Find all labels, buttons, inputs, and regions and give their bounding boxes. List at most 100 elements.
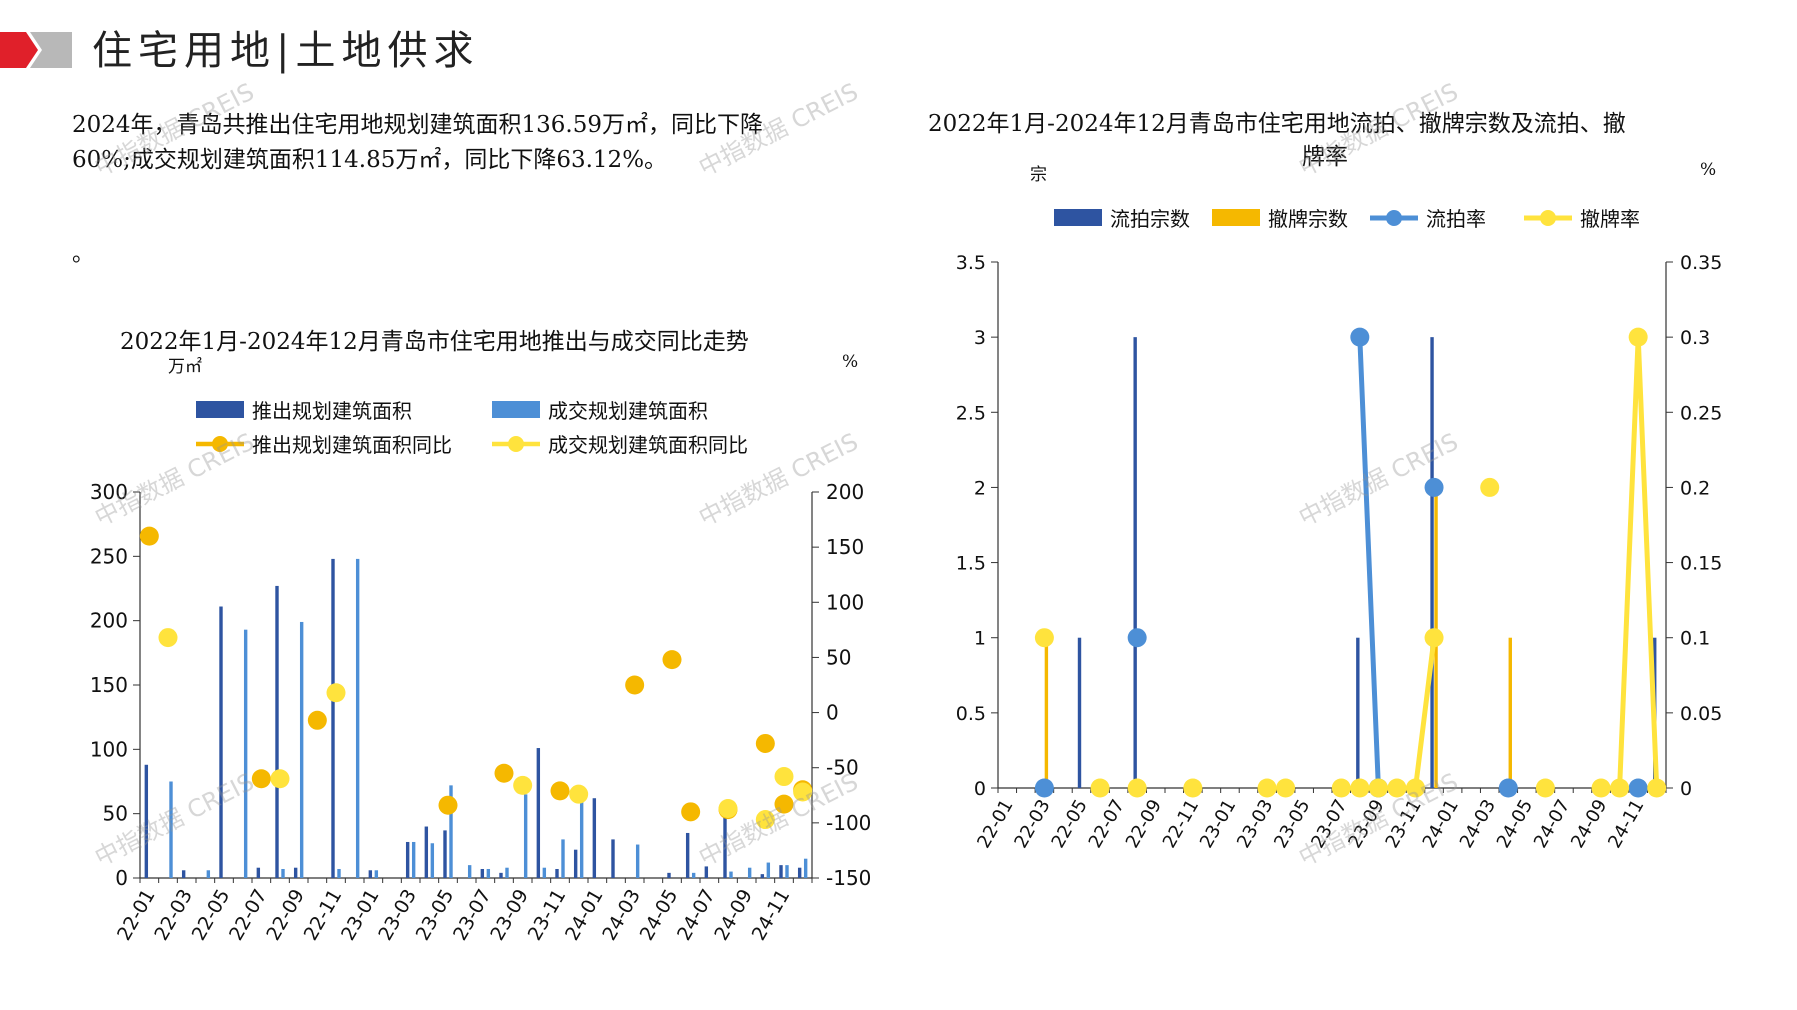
- bar: [368, 870, 373, 878]
- x-tick-label: 24-09: [1567, 796, 1611, 852]
- y-tick-label: 100: [90, 737, 128, 761]
- data-point: [774, 767, 794, 787]
- legend-label: 成交规划建筑面积同比: [548, 433, 748, 457]
- data-point: [1276, 778, 1296, 798]
- data-point: [550, 781, 570, 801]
- y-tick-label: 0: [974, 778, 986, 800]
- x-tick-label: 23-03: [1233, 796, 1277, 852]
- y-tick-label: 250: [90, 544, 128, 568]
- x-tick-label: 23-11: [1381, 796, 1425, 852]
- x-tick-label: 22-03: [1010, 796, 1054, 852]
- left-chart-right-unit: %: [842, 352, 859, 372]
- x-tick-label: 24-11: [748, 886, 795, 945]
- data-point: [755, 733, 775, 753]
- bar: [405, 841, 410, 878]
- bar: [293, 867, 298, 878]
- left-chart-title: 2022年1月-2024年12月青岛市住宅用地推出与成交同比走势: [120, 329, 749, 355]
- bar: [797, 867, 802, 878]
- bar: [561, 839, 565, 878]
- bar: [704, 866, 709, 878]
- data-point: [326, 683, 346, 703]
- data-point: [139, 526, 159, 546]
- y-tick-label: 50: [103, 802, 128, 826]
- data-point: [513, 775, 533, 795]
- y2-tick-label: 50: [826, 645, 851, 669]
- y2-tick-label: 0.05: [1680, 703, 1722, 725]
- data-point: [307, 710, 327, 730]
- bar: [424, 826, 429, 878]
- y-tick-label: 3.5: [956, 252, 986, 274]
- data-point: [569, 784, 589, 804]
- data-point: [1406, 778, 1425, 798]
- data-point: [755, 810, 775, 830]
- y2-tick-label: 0: [826, 701, 839, 725]
- bar: [449, 785, 453, 878]
- legend-swatch: [212, 436, 228, 452]
- bar: [635, 844, 640, 878]
- bar: [1077, 637, 1082, 788]
- x-tick-label: 22-09: [1122, 796, 1166, 852]
- summary-line: 2024年，青岛共推出住宅用地规划建筑面积136.59万㎡，同比下降: [72, 112, 764, 138]
- y-tick-label: 2.5: [956, 402, 986, 424]
- bar: [779, 865, 783, 878]
- data-point: [251, 769, 271, 789]
- y2-tick-label: 0.35: [1680, 252, 1722, 274]
- bar: [337, 868, 341, 878]
- bar: [256, 867, 261, 878]
- data-point: [1090, 778, 1110, 798]
- bar: [542, 867, 547, 878]
- x-tick-label: 22-07: [1085, 796, 1129, 852]
- bar: [430, 843, 435, 878]
- data-point: [1034, 778, 1054, 798]
- bar: [592, 798, 597, 878]
- bar: [1430, 337, 1434, 788]
- left-chart: 0 50 100 150 200 250 300 -150 -100 -50 0 50 100 150 20…: [90, 399, 872, 945]
- data-point: [718, 799, 738, 819]
- bar: [667, 872, 671, 878]
- bar: [374, 870, 379, 878]
- logo-red-shape: [0, 32, 38, 68]
- data-point: [1183, 778, 1203, 798]
- y-tick-label: 1: [974, 628, 986, 650]
- left-chart-left-unit: 万㎡: [168, 357, 202, 377]
- x-tick-label: 24-01: [1419, 796, 1463, 852]
- bar: [729, 871, 733, 878]
- bar: [1356, 637, 1360, 788]
- data-point: [1628, 778, 1648, 798]
- data-point: [1424, 628, 1444, 648]
- series-line: [1357, 334, 1381, 791]
- y2-tick-label: 0.2: [1680, 477, 1710, 499]
- data-point: [1610, 778, 1630, 798]
- y2-tick-label: 0.15: [1680, 553, 1722, 575]
- bar: [579, 798, 584, 878]
- bar: [144, 764, 149, 878]
- data-point: [1424, 477, 1444, 497]
- data-point: [662, 650, 682, 670]
- bar: [181, 870, 186, 878]
- y2-tick-label: 0: [1680, 778, 1692, 800]
- y2-tick-label: -150: [826, 866, 871, 890]
- bar: [499, 872, 503, 878]
- legend-label: 推出规划建筑面积: [252, 399, 412, 423]
- summary-text: 2024年，青岛共推出住宅用地规划建筑面积136.59万㎡，同比下降 60%;成…: [72, 108, 882, 178]
- bar: [760, 874, 765, 878]
- y2-tick-label: 200: [826, 480, 864, 504]
- y2-tick-label: 0.3: [1680, 327, 1710, 349]
- bar: [281, 868, 285, 878]
- legend-label: 推出规划建筑面积同比: [252, 433, 452, 457]
- bar: [555, 868, 559, 878]
- y2-tick-label: 0.1: [1680, 628, 1710, 650]
- summary-line: 60%;成交规划建筑面积114.85万㎡，同比下降63.12%。: [72, 147, 668, 173]
- bar: [275, 585, 279, 878]
- legend-label: 撤牌宗数: [1268, 207, 1348, 231]
- y-tick-label: 1.5: [956, 553, 986, 575]
- y-tick-label: 0: [115, 866, 128, 890]
- legend-label: 成交规划建筑面积: [548, 399, 708, 423]
- legend-swatch: [1386, 210, 1402, 226]
- x-tick-label: 24-03: [1456, 796, 1500, 852]
- x-tick-label: 24-07: [1530, 796, 1574, 852]
- bar: [685, 832, 690, 878]
- data-point: [1368, 778, 1388, 798]
- page-title: 住宅用地|土地供求: [92, 28, 480, 74]
- data-point: [1127, 628, 1147, 648]
